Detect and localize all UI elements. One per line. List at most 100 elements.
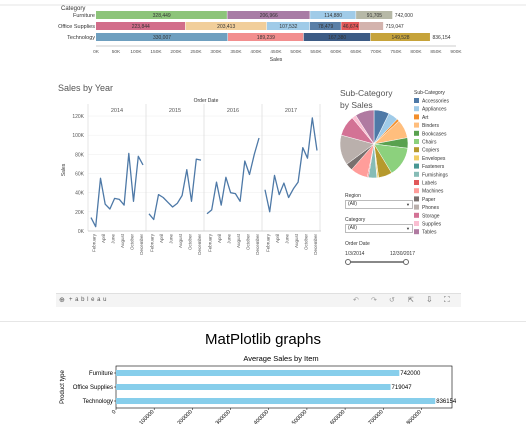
mpl-x-tick-label: 200000 bbox=[177, 409, 194, 424]
tableau-logo-icon[interactable]: ⊕ bbox=[59, 297, 65, 304]
sub-category-legend: Sub-Category Accessories Appliances Art Bin… bbox=[414, 90, 449, 236]
segment-value-label: 91,705 bbox=[367, 13, 383, 19]
legend-item-label: Storage bbox=[422, 213, 440, 219]
redo-icon[interactable]: ↷ bbox=[371, 297, 377, 304]
top-x-tick-label: 750K bbox=[390, 49, 402, 55]
stacked-bar-segment bbox=[96, 33, 228, 41]
legend-item-label: Copiers bbox=[422, 148, 440, 154]
legend-swatch bbox=[414, 147, 419, 153]
line-y-tick-label: 120K bbox=[72, 114, 84, 120]
stacked-bar-segment bbox=[303, 33, 371, 41]
fullscreen-icon[interactable]: ⛶ bbox=[444, 295, 450, 304]
download-icon[interactable]: ⇩ bbox=[426, 295, 433, 304]
row-total-label: 742,000 bbox=[395, 13, 413, 19]
month-tick-label: April bbox=[101, 234, 106, 243]
legend-item-label: Furnishings bbox=[422, 172, 448, 178]
segment-value-label: 206,966 bbox=[260, 13, 278, 19]
legend-item-label: Chairs bbox=[422, 140, 437, 146]
line-y-tick-label: 20K bbox=[75, 210, 85, 216]
page-divider bbox=[0, 321, 526, 322]
category-filter-dropdown[interactable]: (All) ▼ bbox=[345, 224, 413, 233]
tableau-brand-text[interactable]: + a b l e a u bbox=[69, 297, 108, 303]
sales-line-series-2015 bbox=[148, 158, 202, 221]
sub-category-pie-chart: Sub-Category by Sales bbox=[339, 88, 409, 179]
date-range-start: 1/3/2014 bbox=[345, 251, 365, 257]
month-tick-label: June bbox=[111, 234, 116, 244]
segment-value-label: 107,532 bbox=[279, 24, 297, 30]
legend-swatch bbox=[414, 122, 419, 128]
slider-track bbox=[347, 261, 407, 263]
mpl-bar-office-supplies bbox=[116, 384, 391, 390]
mpl-bar-technology bbox=[116, 398, 436, 404]
row-total-label: 719,047 bbox=[386, 24, 404, 30]
top-x-tick-label: 500K bbox=[290, 49, 302, 55]
segment-value-label: 223,844 bbox=[132, 24, 150, 30]
month-tick-label: February bbox=[92, 233, 97, 252]
month-tick-label: April bbox=[275, 234, 280, 243]
top-axis-title: Sales bbox=[270, 57, 283, 63]
legend-swatch bbox=[414, 155, 419, 161]
legend-item-label: Art bbox=[422, 115, 429, 121]
month-tick-label: October bbox=[246, 234, 251, 251]
stacked-bar-segment bbox=[96, 11, 227, 19]
legend-item-label: Tables bbox=[422, 230, 437, 236]
month-tick-label: October bbox=[304, 234, 309, 251]
pie-title-line2: by Sales bbox=[340, 100, 373, 110]
matplotlib-heading: MatPlotlib graphs bbox=[205, 331, 321, 348]
slider-handle-start[interactable] bbox=[345, 259, 351, 265]
date-range-end: 12/30/2017 bbox=[389, 251, 415, 257]
share-icon[interactable]: ⇱ bbox=[408, 297, 414, 304]
month-tick-label: June bbox=[169, 234, 174, 244]
top-x-tick-label: 850K bbox=[430, 49, 442, 55]
row-total-label: 836,154 bbox=[432, 35, 450, 41]
mpl-x-tick-label: 0 bbox=[111, 409, 117, 415]
stacked-bar-segment bbox=[227, 11, 310, 19]
month-tick-label: April bbox=[217, 234, 222, 243]
region-filter-dropdown[interactable]: (All) ▼ bbox=[345, 200, 413, 209]
legend-item-label: Paper bbox=[422, 197, 436, 203]
stacked-bar-segment bbox=[96, 22, 186, 30]
stacked-bar-segment bbox=[228, 33, 304, 41]
month-tick-label: February bbox=[208, 233, 213, 252]
top-x-tick-label: 450K bbox=[270, 49, 282, 55]
category-filter-label: Category bbox=[345, 217, 366, 223]
legend-swatch bbox=[414, 180, 419, 185]
line-y-axis-title: Sales bbox=[61, 163, 67, 176]
legend-item-label: Labels bbox=[422, 181, 437, 187]
stacked-bar-segment bbox=[309, 22, 341, 30]
legend-swatch bbox=[414, 188, 419, 194]
category-sales-stacked-bar-chart: Category Sales Furniture 328,449 206,966 11… bbox=[0, 4, 526, 63]
tableau-toolbar: ⊕ + a b l e a u ↶ ↷ ↺ ⇱ ⇩ ⛶ bbox=[56, 293, 461, 307]
top-x-tick-label: 800K bbox=[410, 49, 422, 55]
top-x-tick-label: 0K bbox=[93, 49, 100, 55]
sales-line-series-2014 bbox=[90, 152, 144, 228]
top-x-tick-label: 150K bbox=[150, 49, 162, 55]
legend-swatch bbox=[414, 114, 419, 120]
mpl-x-tick-label: 600000 bbox=[329, 409, 346, 424]
stacked-bar-segment bbox=[266, 22, 310, 30]
line-y-tick-label: 40K bbox=[75, 191, 85, 197]
legend-title: Sub-Category bbox=[414, 90, 445, 96]
month-tick-label: April bbox=[159, 234, 164, 243]
mpl-value-label: 719047 bbox=[392, 385, 413, 391]
undo-icon[interactable]: ↶ bbox=[353, 297, 359, 304]
month-tick-label: February bbox=[266, 233, 271, 252]
sales-by-year-title: Sales by Year bbox=[58, 83, 113, 93]
month-tick-label: December bbox=[197, 234, 202, 255]
mpl-y-axis-title: Product type bbox=[60, 369, 66, 403]
filters-panel: Region (All) ▼ Category (All) ▼ Order Da… bbox=[345, 193, 417, 265]
slider-handle-end[interactable] bbox=[403, 259, 409, 265]
segment-value-label: 330,007 bbox=[153, 35, 171, 41]
stacked-bar-segment bbox=[341, 22, 360, 30]
date-range-slider[interactable] bbox=[345, 259, 409, 265]
segment-value-label: 78,479 bbox=[318, 24, 334, 30]
segment-value-label: 114,880 bbox=[324, 13, 342, 19]
legend-item-label: Appliances bbox=[422, 107, 447, 113]
segment-value-label: 189,239 bbox=[257, 35, 275, 41]
sales-line-series-2016 bbox=[206, 137, 260, 215]
mpl-x-tick-label: 100000 bbox=[138, 409, 155, 424]
top-x-tick-label: 300K bbox=[210, 49, 222, 55]
revert-icon[interactable]: ↺ bbox=[389, 297, 395, 304]
mpl-x-tick-label: 500000 bbox=[291, 409, 308, 424]
mpl-chart-title: Average Sales by Item bbox=[243, 354, 318, 363]
